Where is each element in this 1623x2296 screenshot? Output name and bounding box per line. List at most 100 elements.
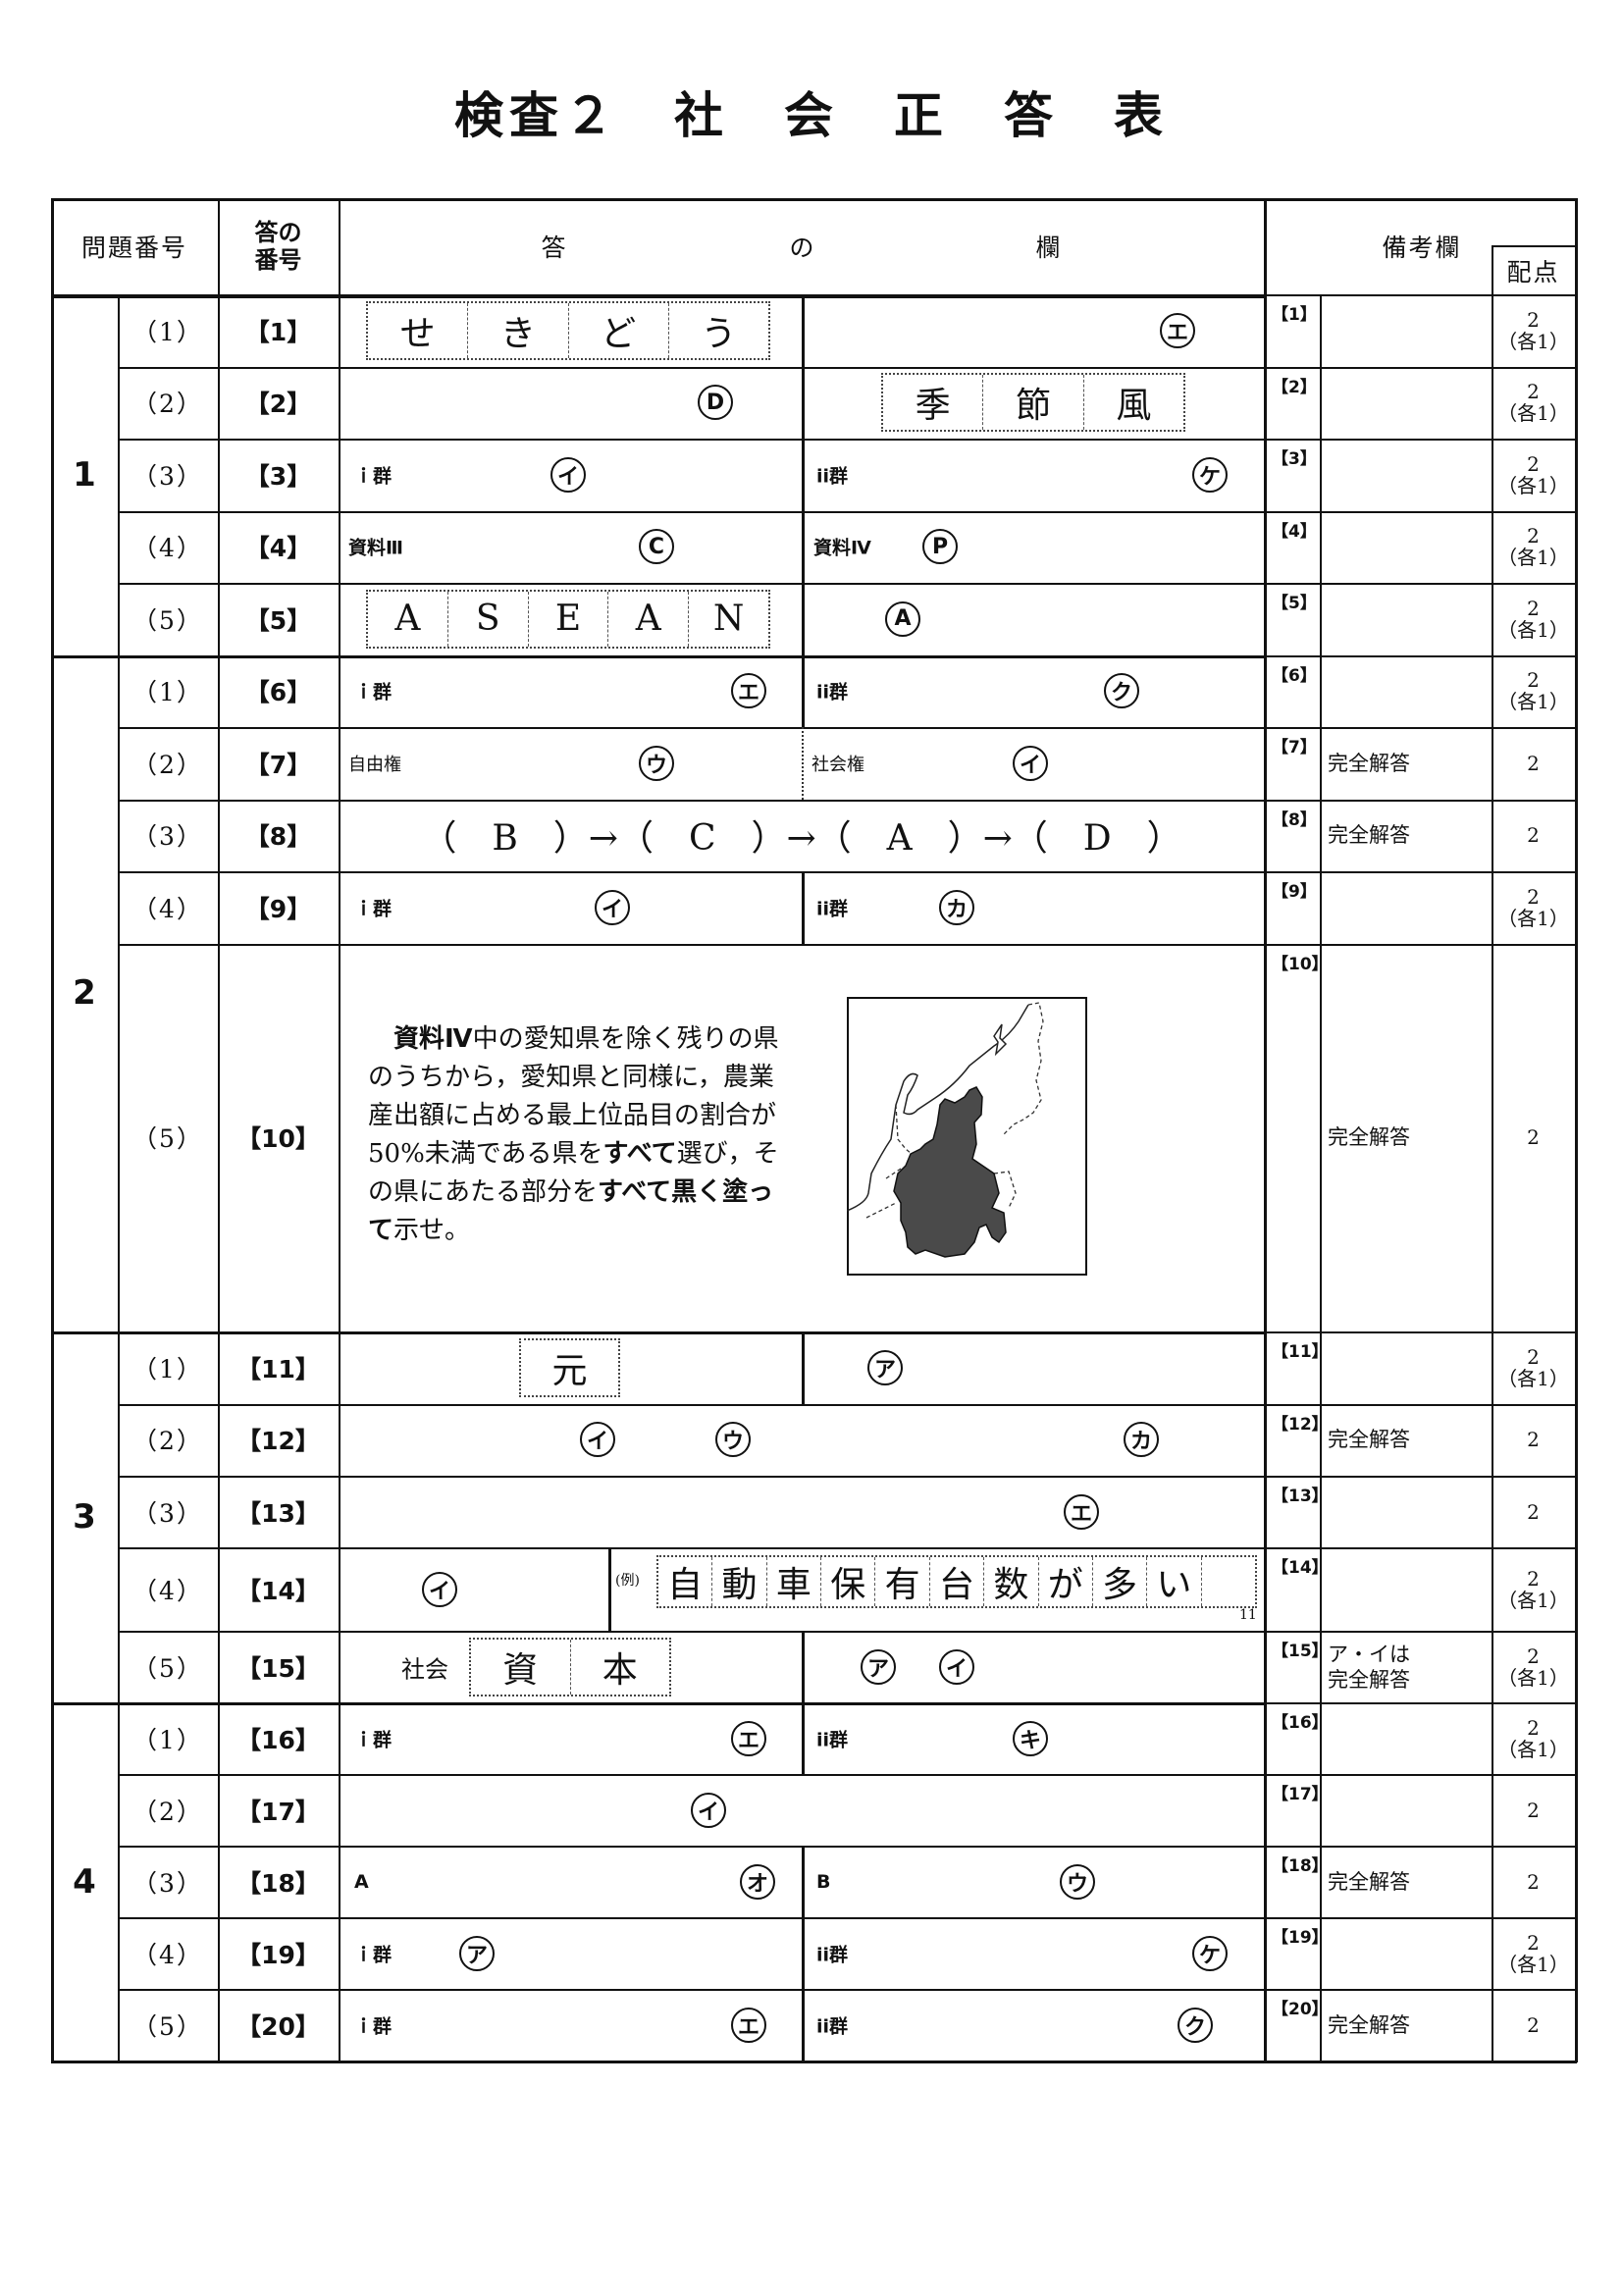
- table-rule: [608, 1547, 611, 1631]
- table-rule: [1264, 799, 1575, 802]
- answer-char: 車: [765, 1556, 820, 1606]
- table-rule: [118, 510, 1264, 513]
- answer-label: B: [816, 1870, 831, 1893]
- points: 2 （各1）: [1492, 525, 1575, 568]
- points-note: （各1）: [1497, 401, 1569, 426]
- circled-answer: エ: [731, 2007, 766, 2043]
- answer-label: ｉ群: [354, 1944, 393, 1965]
- answer-char: 動: [711, 1556, 765, 1606]
- remark-number: 【10】: [1272, 954, 1329, 974]
- points: 2: [1492, 1126, 1575, 1148]
- question-number: （1）: [132, 678, 203, 707]
- remark-number: 【7】: [1272, 738, 1317, 757]
- points: 2 （各1）: [1492, 1568, 1575, 1611]
- points-value: 2: [1527, 1715, 1540, 1740]
- answer-boxes: せきどう: [366, 300, 770, 360]
- table-rule: [802, 871, 805, 944]
- table-rule: [1264, 1547, 1575, 1549]
- prompt-segment: 50%未満である県を: [368, 1139, 603, 1169]
- answer-number: 【8】: [244, 822, 312, 852]
- remark-number: 【6】: [1272, 665, 1317, 686]
- remark-text: ア・イは 完全解答: [1328, 1642, 1410, 1692]
- points-note: （各1）: [1497, 1737, 1569, 1761]
- table-rule: [1264, 439, 1575, 441]
- answer-char: S: [446, 591, 528, 647]
- section-number: 4: [73, 1861, 96, 1902]
- circled-answer: イ: [550, 456, 586, 493]
- remark-number: 【8】: [1272, 809, 1317, 830]
- header-answer-column: 答: [541, 234, 566, 262]
- map-coastline: [847, 1004, 1029, 1212]
- points: 2: [1492, 1501, 1575, 1523]
- circled-answer: キ: [1013, 1720, 1048, 1756]
- circled-answer: ウ: [715, 1422, 751, 1458]
- points: 2 （各1）: [1492, 1717, 1575, 1760]
- points: 2 （各1）: [1492, 1932, 1575, 1975]
- section-number: 1: [73, 454, 96, 495]
- remark-text: 完全解答: [1328, 823, 1410, 848]
- circled-answer: イ: [595, 889, 630, 925]
- header-remarks: 備考欄: [1382, 234, 1462, 262]
- map-island: [993, 1023, 1008, 1057]
- remark-text: 完全解答: [1328, 1428, 1410, 1452]
- question-prompt: 資料Ⅳ中の愛知県を除く残りの県 のうちから，愛知県と同様に，農業 産出額に占める最上…: [368, 1020, 779, 1250]
- question-number: （1）: [132, 317, 203, 346]
- remark-number: 【3】: [1272, 449, 1317, 469]
- question-number: （2）: [132, 1797, 203, 1826]
- answer-char: [1200, 1556, 1255, 1606]
- points-value: 2: [1527, 1566, 1540, 1591]
- header-answer-number: 答の 番号: [218, 198, 339, 294]
- points: 2 （各1）: [1492, 1346, 1575, 1389]
- points-value: 2: [1527, 524, 1540, 548]
- remark-number: 【16】: [1272, 1713, 1329, 1733]
- table-rule: [1264, 1989, 1575, 1991]
- remark-number: 【1】: [1272, 305, 1317, 325]
- points: 2: [1492, 1800, 1575, 1821]
- table-rule: [51, 294, 1264, 298]
- remark-number: 【11】: [1272, 1342, 1329, 1362]
- answer-char: 元: [551, 1350, 588, 1391]
- points-value: 2: [1527, 1344, 1540, 1369]
- prompt-segment: すべて: [602, 1139, 677, 1169]
- table-rule: [118, 1917, 1264, 1919]
- points-note: （各1）: [1497, 473, 1569, 497]
- header-answer-number-line: 答の: [254, 219, 302, 246]
- header-answer-number-line: 番号: [254, 246, 302, 274]
- points-value: 2: [1527, 1644, 1540, 1668]
- points-note: （各1）: [1497, 1665, 1569, 1690]
- remark-text: 完全解答: [1328, 1869, 1410, 1894]
- points-note: （各1）: [1497, 329, 1569, 353]
- prompt-segment: 産出額に占める最上位品目の割合が: [368, 1101, 777, 1130]
- table-rule: [802, 1917, 805, 1989]
- answer-label: ii群: [816, 1729, 849, 1750]
- circled-answer: カ: [939, 889, 974, 925]
- table-rule: [802, 654, 805, 727]
- answer-boxes: 季節風: [881, 373, 1185, 433]
- circled-answer: ケ: [1192, 1935, 1228, 1971]
- answer-char: 風: [1082, 375, 1183, 431]
- table-rule: [1264, 366, 1575, 369]
- answer-label: ii群: [816, 1944, 849, 1965]
- remark-number: 【19】: [1272, 1928, 1329, 1948]
- table-rule: [802, 1331, 805, 1404]
- answer-number: 【15】: [236, 1653, 320, 1683]
- circled-answer: カ: [1124, 1422, 1159, 1458]
- points-note: （各1）: [1497, 1366, 1569, 1390]
- points-note: （各1）: [1497, 1952, 1569, 1976]
- question-number: （3）: [132, 822, 203, 852]
- answer-label: ｉ群: [354, 1729, 393, 1750]
- question-number: （3）: [132, 461, 203, 491]
- points: 2 （各1）: [1492, 453, 1575, 496]
- circled-answer: P: [922, 529, 958, 565]
- answer-label: 社会: [401, 1655, 448, 1683]
- points-value: 2: [1527, 451, 1540, 476]
- answer-label: ｉ群: [354, 2015, 393, 2037]
- table-rule: [1575, 198, 1578, 2062]
- table-rule: [802, 294, 805, 367]
- answer-char: う: [667, 302, 768, 358]
- points: 2: [1492, 2014, 1575, 2036]
- remark-number: 【18】: [1272, 1856, 1329, 1876]
- answer-number: 【5】: [244, 605, 312, 635]
- table-rule: [118, 799, 1264, 802]
